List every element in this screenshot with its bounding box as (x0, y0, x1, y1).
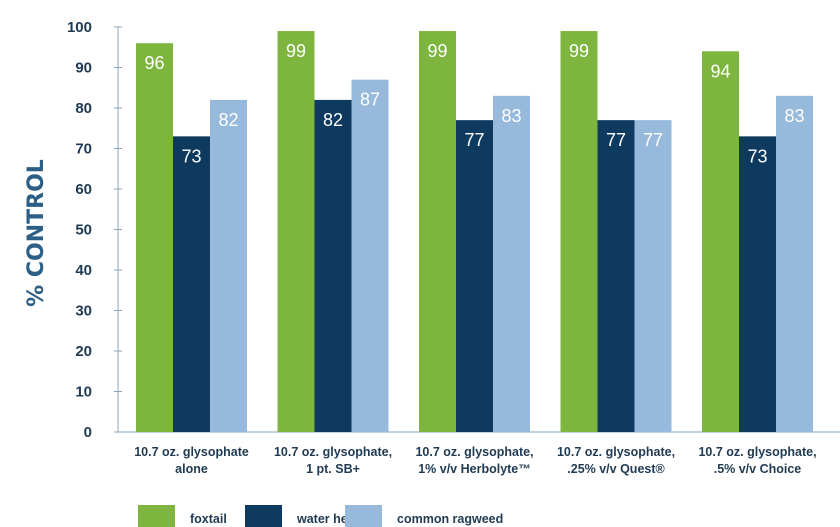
bar-water-hemp (314, 99, 352, 433)
data-label: 83 (501, 106, 521, 126)
y-tick-label: 10 (75, 384, 92, 401)
bar-water-hemp (456, 120, 493, 433)
bar-foxtail (560, 31, 598, 433)
category-label: 10.7 oz. glysophate, .5% v/v Choice (698, 445, 816, 476)
bar-foxtail (136, 43, 173, 432)
data-label: 77 (606, 130, 626, 150)
data-label: 73 (747, 146, 767, 166)
y-tick-label: 80 (75, 100, 92, 117)
bar-common-ragweed (210, 99, 247, 433)
data-label: 73 (181, 146, 201, 166)
bar-common-ragweed (634, 120, 672, 433)
bar-foxtail (419, 31, 456, 433)
y-tick-label: 100 (67, 19, 92, 36)
legend-label: foxtail (190, 512, 227, 526)
y-tick-label: 0 (84, 424, 92, 441)
category-label: 10.7 oz. glysophate, .25% v/v Quest® (557, 445, 675, 476)
axes: 0 10 20 30 40 50 60 70 80 90 100 (67, 19, 840, 441)
bar-foxtail (702, 51, 739, 433)
data-label: 83 (784, 106, 804, 126)
legend-label: common ragweed (397, 512, 503, 526)
data-label: 87 (360, 90, 380, 110)
legend: foxtail water hemp common ragweed (138, 505, 503, 527)
legend-swatch-foxtail (138, 505, 175, 527)
bar-water-hemp (597, 120, 635, 433)
bar-foxtail (277, 31, 315, 433)
bars: 96 73 82 99 82 87 99 77 83 99 77 77 94 73 83 (136, 31, 813, 433)
legend-swatch-common-ragweed (345, 505, 382, 527)
y-tick-label: 50 (75, 222, 92, 239)
y-tick-label: 20 (75, 343, 92, 360)
data-label: 77 (643, 130, 663, 150)
y-tick-label: 30 (75, 303, 92, 320)
y-axis-label: % CONTROL (24, 159, 49, 307)
data-label: 94 (710, 61, 730, 81)
y-tick-label: 40 (75, 262, 92, 279)
bar-common-ragweed (776, 95, 813, 432)
data-label: 96 (144, 53, 164, 73)
y-tick-label: 70 (75, 141, 92, 158)
legend-swatch-water-hemp (245, 505, 282, 527)
data-label: 82 (323, 110, 343, 130)
category-label: 10.7 oz. glysophate, 1 pt. SB+ (274, 445, 392, 476)
data-label: 99 (427, 41, 447, 61)
bar-common-ragweed (351, 79, 389, 433)
y-tick-label: 60 (75, 181, 92, 198)
category-label: 10.7 oz. glysophate, 1% v/v Herbolyte™ (415, 445, 533, 476)
category-labels: 10.7 oz. glysophate alone 10.7 oz. glysoph… (134, 445, 816, 476)
y-tick-label: 90 (75, 60, 92, 77)
data-label: 99 (569, 41, 589, 61)
data-label: 99 (286, 41, 306, 61)
data-label: 77 (464, 130, 484, 150)
bar-water-hemp (173, 136, 210, 432)
category-label: 10.7 oz. glysophate alone (134, 445, 249, 476)
bar-water-hemp (739, 136, 776, 432)
data-label: 82 (218, 110, 238, 130)
bar-common-ragweed (493, 95, 530, 432)
